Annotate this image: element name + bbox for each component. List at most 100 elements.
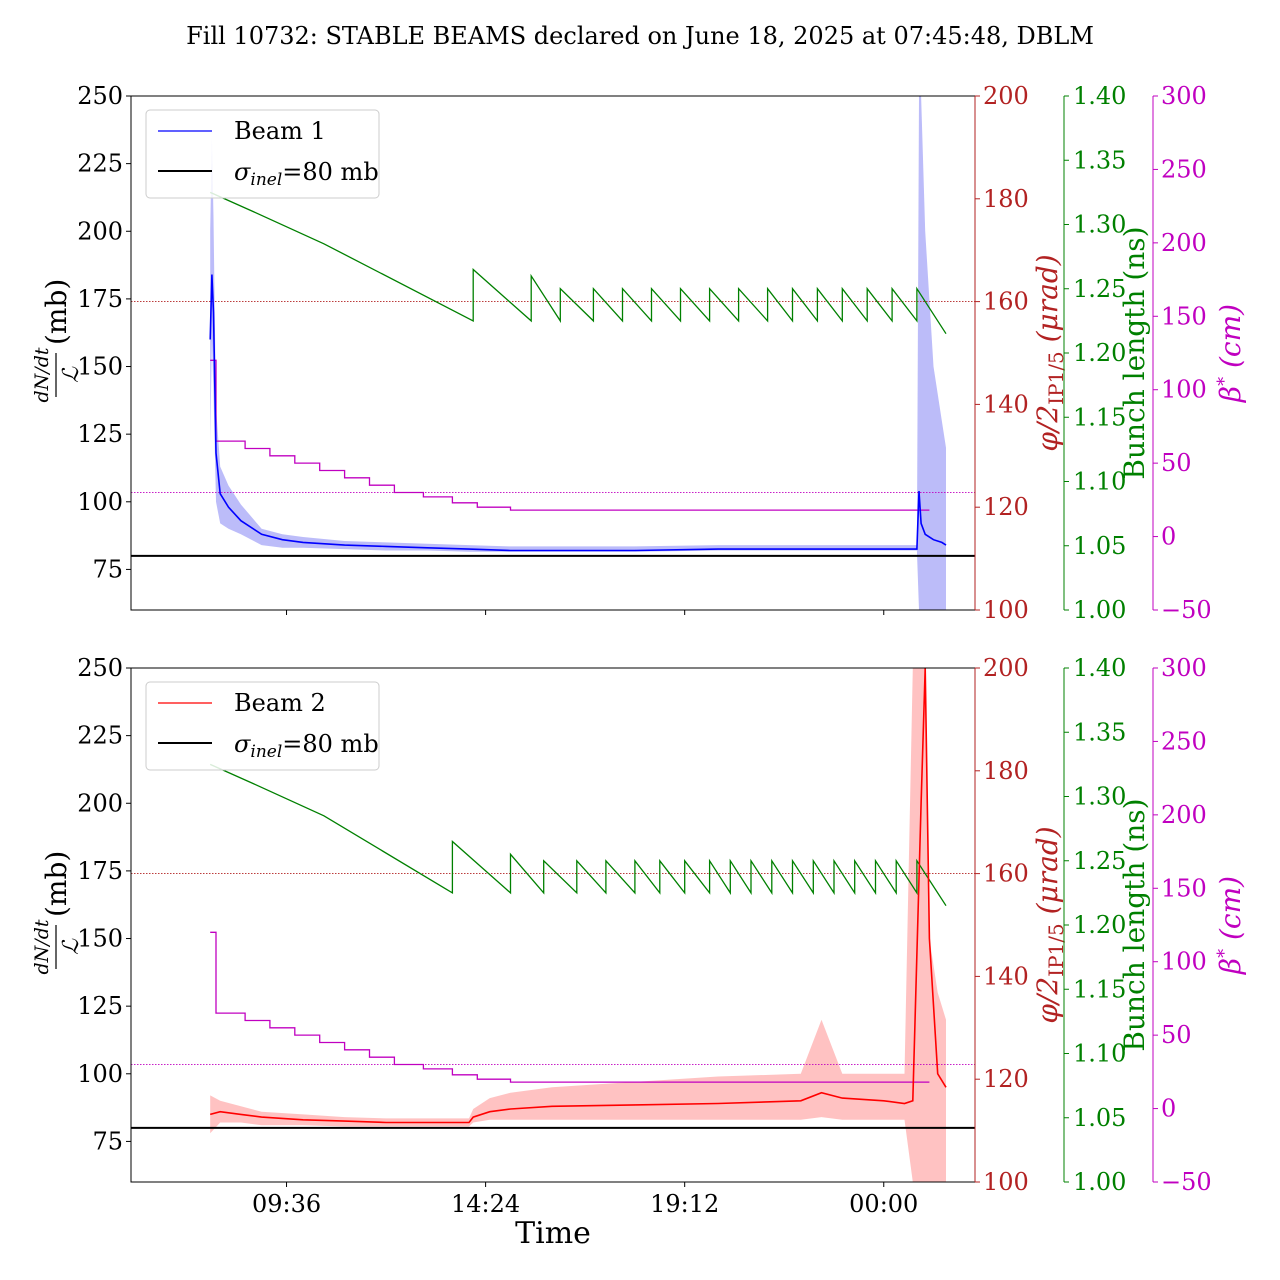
y-tick-label: 225 [77, 722, 123, 750]
x-tick-label: 00:00 [849, 1190, 918, 1218]
y4-tick-label: −50 [1161, 1168, 1212, 1196]
legend-sigma-sub: inel [250, 742, 282, 762]
y-tick-label: 100 [77, 488, 123, 516]
cross-section-line [209, 274, 947, 552]
y-tick-label: 200 [77, 217, 123, 245]
y3-tick-label: 1.25 [1073, 847, 1126, 875]
y4-label-main: β [1214, 958, 1247, 975]
x-axis-label: Time [515, 1216, 591, 1251]
y-tick-label: 75 [92, 1127, 123, 1155]
y2-tick-label: 160 [983, 288, 1029, 316]
y-tick-label: 250 [77, 654, 123, 682]
y2-tick-label: 120 [983, 1065, 1029, 1093]
y2-label-main: φ/2 [1031, 405, 1064, 452]
y2-label-unit: (μrad) [1031, 826, 1064, 923]
y4-tick-label: 250 [1161, 727, 1207, 755]
y4-label-unit: (cm) [1214, 304, 1247, 377]
y-tick-label: 150 [77, 925, 123, 953]
y-tick-label: 150 [77, 353, 123, 381]
y2-tick-label: 100 [983, 1168, 1029, 1196]
y4-tick-label: 250 [1161, 155, 1207, 183]
y2-tick-label: 200 [983, 654, 1029, 682]
y-tick-label: 125 [77, 992, 123, 1020]
y-tick-label: 175 [77, 285, 123, 313]
y-label-denominator: ℒ [59, 366, 84, 383]
figure-title: Fill 10732: STABLE BEAMS declared on Jun… [186, 22, 1094, 50]
y3-tick-label: 1.05 [1073, 1104, 1126, 1132]
legend-label-sigma: σinel=80 mb [234, 158, 379, 190]
y4-tick-label: 200 [1161, 229, 1207, 257]
y4-label-sup: * [1214, 377, 1235, 386]
y4-axis-label: β* (cm) [1214, 304, 1247, 403]
y-tick-label: 200 [77, 789, 123, 817]
y3-tick-label: 1.40 [1073, 654, 1126, 682]
y4-tick-label: 0 [1161, 523, 1176, 551]
y4-label-main: β [1214, 386, 1247, 403]
y4-label-unit: (cm) [1214, 876, 1247, 949]
legend-label-sigma: σinel=80 mb [234, 730, 379, 762]
y-axis-label: dN/dt ℒ (mb) [31, 851, 84, 975]
y3-tick-label: 1.00 [1073, 1168, 1126, 1196]
y4-tick-label: 100 [1161, 376, 1207, 404]
y3-tick-label: 1.00 [1073, 596, 1126, 624]
y4-tick-label: 150 [1161, 874, 1207, 902]
plot-area [131, 668, 975, 1182]
y-tick-label: 100 [77, 1060, 123, 1088]
legend-sigma-sub: inel [250, 170, 282, 190]
y3-tick-label: 1.35 [1073, 718, 1126, 746]
y2-label-unit: (μrad) [1031, 254, 1064, 351]
y3-tick-label: 1.20 [1073, 339, 1126, 367]
y3-tick-label: 1.25 [1073, 275, 1126, 303]
y3-tick-label: 1.10 [1073, 468, 1126, 496]
legend: Beam 1 σinel=80 mb [145, 109, 380, 199]
y4-tick-label: 50 [1161, 1021, 1192, 1049]
y2-tick-label: 100 [983, 596, 1029, 624]
y-axis-label: dN/dt ℒ (mb) [31, 279, 84, 403]
y3-tick-label: 1.10 [1073, 1040, 1126, 1068]
beta-star-line [210, 931, 930, 1083]
y4-tick-label: 100 [1161, 948, 1207, 976]
y2-tick-label: 180 [983, 757, 1029, 785]
y3-tick-label: 1.15 [1073, 975, 1126, 1003]
y3-axis-label: Bunch length (ns) [1118, 798, 1151, 1051]
y2-tick-label: 120 [983, 493, 1029, 521]
y3-tick-label: 1.35 [1073, 146, 1126, 174]
y2-tick-label: 200 [983, 82, 1029, 110]
y3-tick-label: 1.30 [1073, 211, 1126, 239]
y2-tick-label: 160 [983, 860, 1029, 888]
legend-sigma-symbol: σ [234, 158, 251, 186]
y4-tick-label: 200 [1161, 801, 1207, 829]
y3-tick-label: 1.20 [1073, 911, 1126, 939]
y-label-numerator: dN/dt [31, 347, 53, 402]
y2-tick-label: 140 [983, 390, 1029, 418]
legend-sigma-rest: =80 mb [282, 158, 378, 186]
y-label-unit: (mb) [40, 851, 73, 917]
y4-axis-label: β* (cm) [1214, 876, 1247, 975]
x-tick-label: 19:12 [650, 1190, 719, 1218]
bunch-length-line [209, 191, 947, 335]
y3-axis-label: Bunch length (ns) [1118, 226, 1151, 479]
y4-tick-label: 150 [1161, 302, 1207, 330]
y-tick-label: 75 [92, 555, 123, 583]
cross-section-line [209, 668, 947, 1124]
panel-beam-1: 75 100 125 150 175 200 225 250 dN/dt ℒ (mb) 100 120 1… [31, 82, 1247, 624]
y3-tick-label: 1.30 [1073, 783, 1126, 811]
legend: Beam 2 σinel=80 mb [145, 681, 380, 771]
y-tick-label: 125 [77, 420, 123, 448]
y4-tick-label: 0 [1161, 1095, 1176, 1123]
y-label-unit: (mb) [40, 279, 73, 345]
y-label-numerator: dN/dt [31, 919, 53, 974]
legend-box [145, 109, 380, 199]
y4-label-sup: * [1214, 949, 1235, 958]
y4-tick-label: 300 [1161, 654, 1207, 682]
y-tick-label: 175 [77, 857, 123, 885]
legend-label-beam: Beam 1 [234, 117, 326, 145]
y-tick-label: 250 [77, 82, 123, 110]
y2-tick-label: 140 [983, 962, 1029, 990]
y4-tick-label: 50 [1161, 449, 1192, 477]
y3-tick-label: 1.40 [1073, 82, 1126, 110]
y-tick-label: 225 [77, 150, 123, 178]
x-tick-label: 09:36 [252, 1190, 321, 1218]
